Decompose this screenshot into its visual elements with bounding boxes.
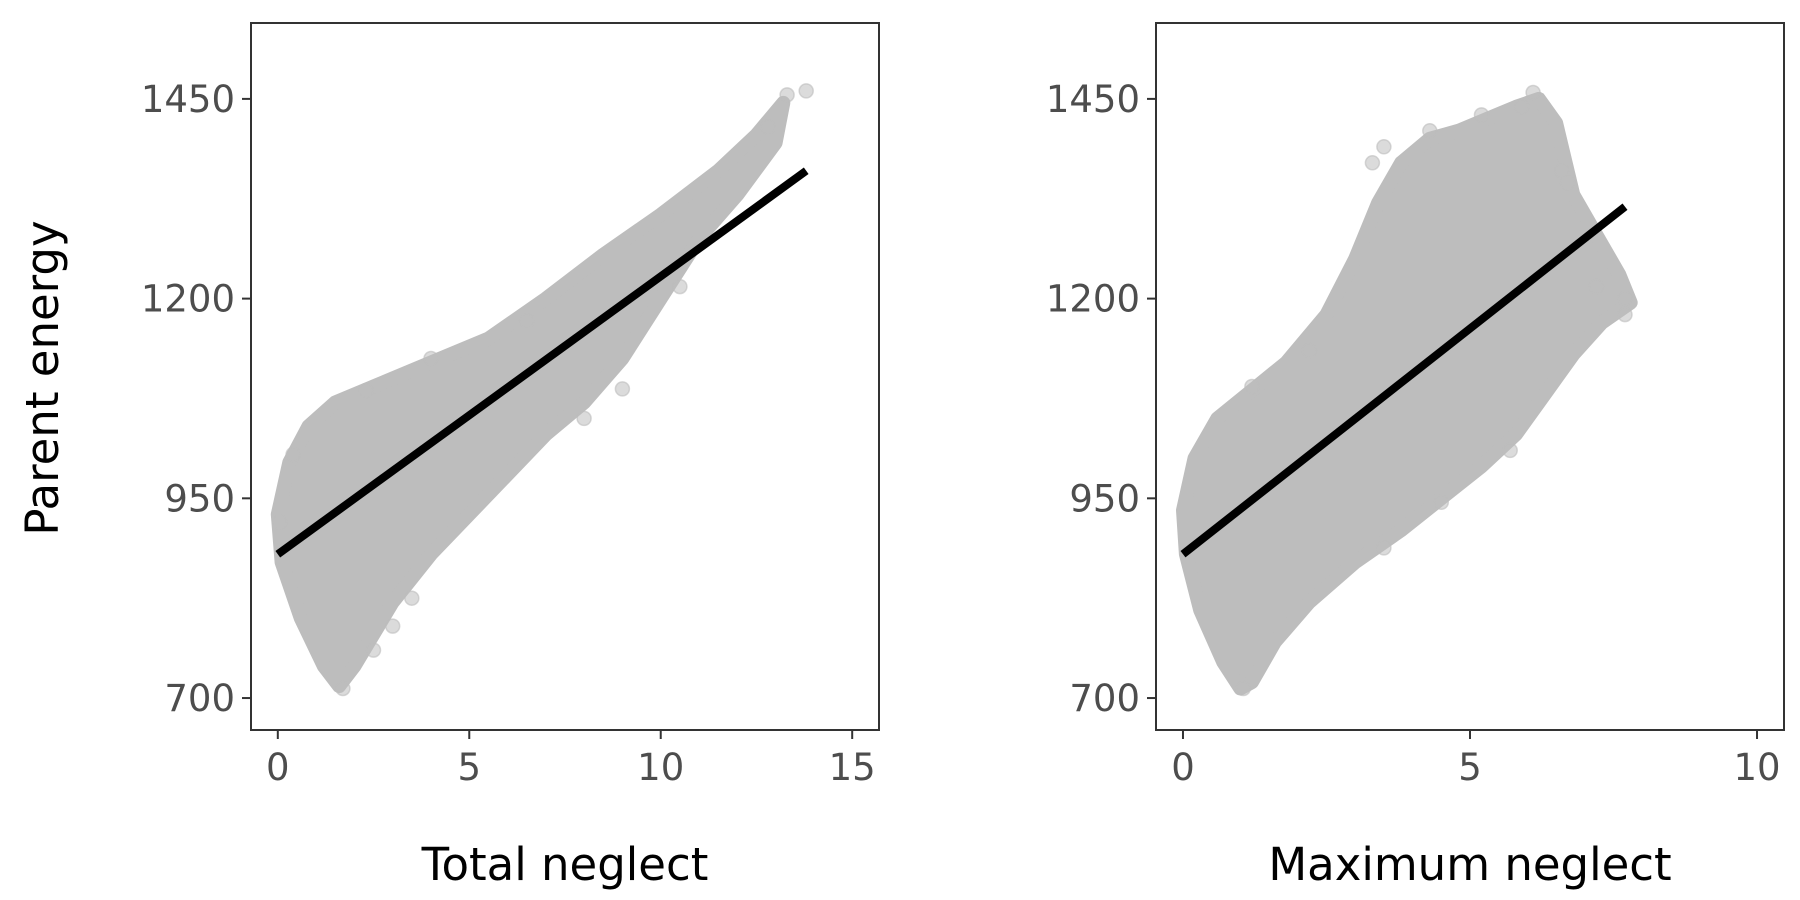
data-point-total-neglect-10 <box>358 382 374 399</box>
y-tick-label-maximum-neglect-3: 1450 <box>1046 78 1140 121</box>
data-point-maximum-neglect-0 <box>1525 84 1541 101</box>
y-tick-label-total-neglect-3: 1450 <box>141 78 235 121</box>
data-point-maximum-neglect-9 <box>1588 278 1605 295</box>
data-point-total-neglect-2 <box>760 119 776 135</box>
fit-line-maximum-neglect <box>1180 203 1628 558</box>
x-axis-ticks-maximum-neglect: 0 5 10 <box>1171 730 1781 789</box>
y-axis-ticks-maximum-neglect: 700 950 1200 1450 <box>1046 78 1156 720</box>
point-cloud-maximum-neglect <box>1176 91 1638 696</box>
data-point-total-neglect-1 <box>779 87 795 103</box>
y-tick-label-total-neglect-2: 1200 <box>141 278 235 321</box>
data-point-maximum-neglect-15 <box>1301 342 1318 359</box>
data-point-maximum-neglect-2 <box>1473 107 1490 123</box>
data-point-total-neglect-13 <box>271 514 288 531</box>
data-point-total-neglect-12 <box>285 446 301 463</box>
x-tick-label-total-neglect-1: 5 <box>457 746 481 789</box>
data-point-total-neglect-4 <box>614 381 631 397</box>
data-point-total-neglect-6 <box>404 590 420 606</box>
data-point-total-neglect-9 <box>335 680 351 697</box>
data-point-maximum-neglect-10 <box>1502 442 1518 459</box>
data-point-total-neglect-8 <box>365 642 382 658</box>
panel-total-neglect: 0 5 10 15 700 950 1200 1450 Total neglect <box>141 22 880 891</box>
data-point-maximum-neglect-1 <box>1513 99 1530 115</box>
x-tick-label-maximum-neglect-2: 10 <box>1733 746 1780 789</box>
data-point-total-neglect-7 <box>384 618 401 634</box>
panel-maximum-neglect: 0 5 10 700 950 1200 1450 Maximum neglect <box>1046 22 1785 891</box>
fit-line-total-neglect <box>275 167 809 558</box>
panel-border-total-neglect <box>250 22 880 731</box>
data-point-total-neglect-11 <box>423 350 439 367</box>
x-tick-label-total-neglect-2: 10 <box>637 746 684 789</box>
y-tick-label-maximum-neglect-0: 700 <box>1069 677 1140 720</box>
y-axis-title: Parent energy <box>16 220 69 535</box>
y-tick-label-total-neglect-1: 950 <box>164 477 235 520</box>
data-point-maximum-neglect-14 <box>1244 378 1260 395</box>
x-tick-label-maximum-neglect-0: 0 <box>1171 746 1195 789</box>
point-cloud-total-neglect <box>270 95 791 694</box>
x-tick-label-maximum-neglect-1: 5 <box>1458 746 1482 789</box>
plot-area-total-neglect <box>270 83 814 697</box>
x-tick-label-total-neglect-0: 0 <box>266 746 290 789</box>
data-point-maximum-neglect-13 <box>1235 680 1252 697</box>
y-tick-label-total-neglect-0: 700 <box>164 677 235 720</box>
data-point-maximum-neglect-4 <box>1376 139 1392 155</box>
x-tick-label-total-neglect-3: 15 <box>829 746 876 789</box>
x-axis-ticks-total-neglect: 0 5 10 15 <box>266 730 876 789</box>
y-axis-ticks-total-neglect: 700 950 1200 1450 <box>141 78 251 720</box>
data-point-maximum-neglect-12 <box>1376 540 1392 556</box>
data-point-total-neglect-3 <box>672 278 688 295</box>
plot-area-maximum-neglect <box>1176 84 1638 697</box>
data-point-maximum-neglect-16 <box>1559 175 1576 191</box>
x-axis-title-maximum-neglect: Maximum neglect <box>1268 838 1671 891</box>
x-axis-title-total-neglect: Total neglect <box>421 838 709 891</box>
data-point-maximum-neglect-7 <box>1617 290 1633 307</box>
data-point-total-neglect-14 <box>518 313 535 329</box>
data-point-maximum-neglect-8 <box>1617 306 1633 323</box>
data-point-maximum-neglect-3 <box>1422 123 1438 139</box>
data-point-maximum-neglect-5 <box>1364 155 1381 171</box>
y-tick-label-maximum-neglect-2: 1200 <box>1046 278 1140 321</box>
data-point-total-neglect-0 <box>798 83 814 99</box>
data-point-total-neglect-5 <box>576 410 592 427</box>
data-point-maximum-neglect-11 <box>1433 494 1450 511</box>
y-tick-label-maximum-neglect-1: 950 <box>1069 477 1140 520</box>
